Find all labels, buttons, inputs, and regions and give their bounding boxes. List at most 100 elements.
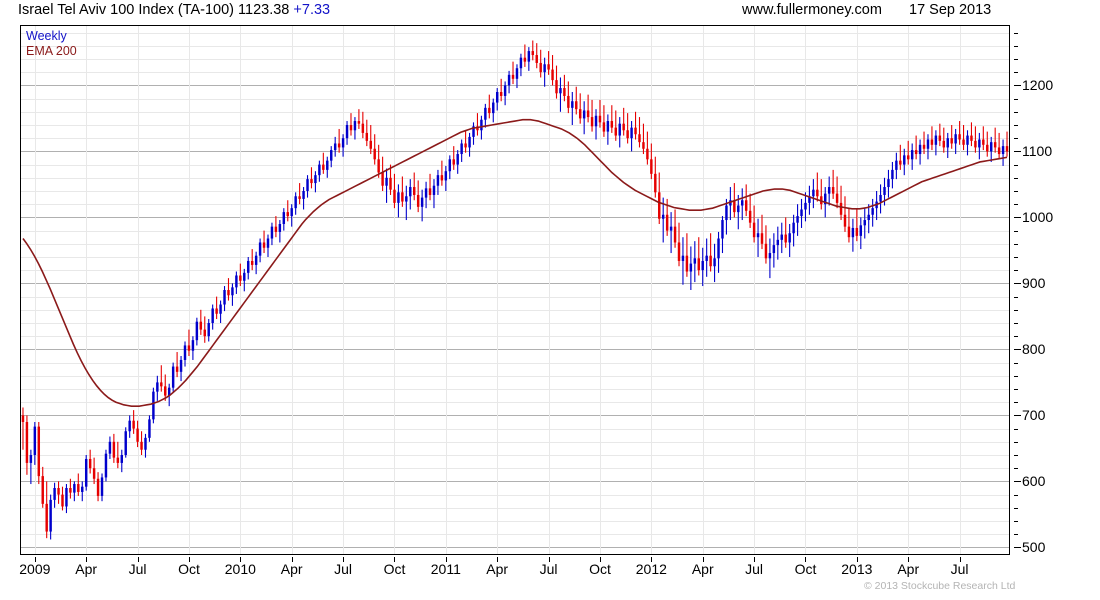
x-axis-tick <box>702 557 704 562</box>
candlestick-bar <box>266 238 270 248</box>
candlestick-bar <box>705 255 708 261</box>
candlestick-bar <box>100 477 104 496</box>
y-axis-minor-tick <box>1014 428 1018 430</box>
left-axis-minor-tick <box>20 72 21 73</box>
candlestick-bar <box>768 253 772 259</box>
candlestick-bar <box>326 160 329 170</box>
candlestick-bar <box>231 287 234 296</box>
left-axis-minor-tick <box>20 402 21 403</box>
y-axis-minor-tick <box>1014 59 1018 60</box>
candlestick-bar <box>859 225 863 236</box>
candlestick-bar <box>796 216 799 223</box>
candlestick-bar <box>835 193 839 203</box>
candlestick-bar <box>800 209 803 217</box>
candlestick-bar <box>970 135 973 141</box>
left-axis-minor-tick <box>20 429 21 430</box>
candlestick-bar <box>104 453 108 478</box>
y-axis-minor-tick <box>1014 494 1018 496</box>
y-axis-tick <box>1014 85 1021 87</box>
candlestick-bar <box>926 139 930 149</box>
candlestick-bar <box>290 208 293 217</box>
left-axis-minor-tick <box>20 178 21 179</box>
candlestick-bar <box>590 117 594 127</box>
left-axis-minor-tick <box>20 125 21 126</box>
candlestick-bar <box>357 121 361 124</box>
candlestick-bar <box>41 476 44 504</box>
candlestick-bar <box>294 196 297 209</box>
candlestick-bar <box>792 222 795 234</box>
legend-item-ema200: EMA 200 <box>26 44 77 58</box>
candlestick-bar <box>164 386 167 396</box>
x-axis-tick <box>959 557 961 562</box>
left-axis-minor-tick <box>20 481 21 482</box>
candlestick-bar <box>847 226 851 238</box>
candlestick-bar <box>405 196 408 202</box>
candlestick-bar <box>492 102 495 114</box>
candlestick-bar <box>49 499 52 532</box>
candlestick-bar <box>302 191 305 199</box>
left-axis-minor-tick <box>20 508 21 509</box>
candlestick-bar <box>262 242 266 248</box>
x-axis-tick <box>548 557 550 562</box>
left-axis-minor-tick <box>20 244 21 245</box>
x-axis-tick <box>240 557 242 562</box>
candlestick-bar <box>152 391 155 420</box>
candlestick-bar <box>1001 146 1005 155</box>
candlestick-bar <box>227 290 230 296</box>
candlestick-bar <box>748 210 752 223</box>
y-axis-minor-tick <box>1014 191 1018 192</box>
candlestick-bar <box>333 143 337 151</box>
left-axis-minor-tick <box>20 415 21 416</box>
candlestick-bar <box>997 147 1001 155</box>
candlestick-bar <box>982 139 985 145</box>
candlestick-series <box>21 40 1009 540</box>
candlestick-bar <box>808 196 811 203</box>
candlestick-bar <box>401 192 404 202</box>
candlestick-bar <box>614 127 617 136</box>
candlestick-bar <box>365 132 369 141</box>
candlestick-bar <box>183 345 187 360</box>
candlestick-bar <box>77 484 80 492</box>
candlestick-bar <box>92 468 96 479</box>
y-axis-tick-label: 800 <box>1022 341 1046 358</box>
left-axis-minor-tick <box>20 310 21 311</box>
candlestick-bar <box>887 179 890 188</box>
candlestick-bar <box>211 308 214 323</box>
candlestick-bar <box>827 187 831 194</box>
candlestick-bar <box>697 258 700 271</box>
price-change: +7.33 <box>293 2 331 18</box>
candlestick-bar <box>646 148 649 160</box>
candlestick-bar <box>661 214 665 219</box>
candlestick-bar <box>203 329 206 337</box>
candlestick-bar <box>96 478 100 496</box>
candlestick-bar <box>191 340 195 351</box>
left-axis-minor-tick <box>20 46 21 47</box>
candlestick-bar <box>816 189 819 197</box>
candlestick-bar <box>986 144 989 152</box>
candlestick-bar <box>215 308 218 314</box>
candlestick-bar <box>258 242 262 256</box>
chart-plot-area: Weekly EMA 200 <box>20 25 1010 555</box>
candlestick-bar <box>377 159 380 173</box>
x-axis-tick-label: Apr <box>691 561 714 577</box>
x-axis-tick-label: Jul <box>334 561 353 577</box>
candlestick-bar <box>638 134 641 143</box>
candlestick-bar <box>389 177 392 190</box>
candlestick-bar <box>57 488 60 495</box>
left-axis-minor-tick <box>20 547 21 548</box>
x-axis-tick <box>805 557 807 562</box>
candlestick-bar <box>144 437 147 450</box>
ema-200-line <box>22 118 1008 407</box>
x-axis-tick <box>651 557 653 562</box>
candlestick-bar <box>907 155 910 160</box>
candlestick-bar <box>361 123 365 133</box>
candlestick-bar <box>851 227 855 238</box>
candlestick-bar <box>551 69 554 81</box>
candlestick-bar <box>914 150 918 155</box>
candlestick-bar <box>460 143 463 155</box>
candlestick-bar <box>654 173 657 193</box>
left-axis-minor-tick <box>20 151 21 152</box>
y-axis-tick <box>1014 547 1021 549</box>
candlestick-bar <box>618 123 621 136</box>
x-axis-tick-label: 2013 <box>841 561 873 577</box>
